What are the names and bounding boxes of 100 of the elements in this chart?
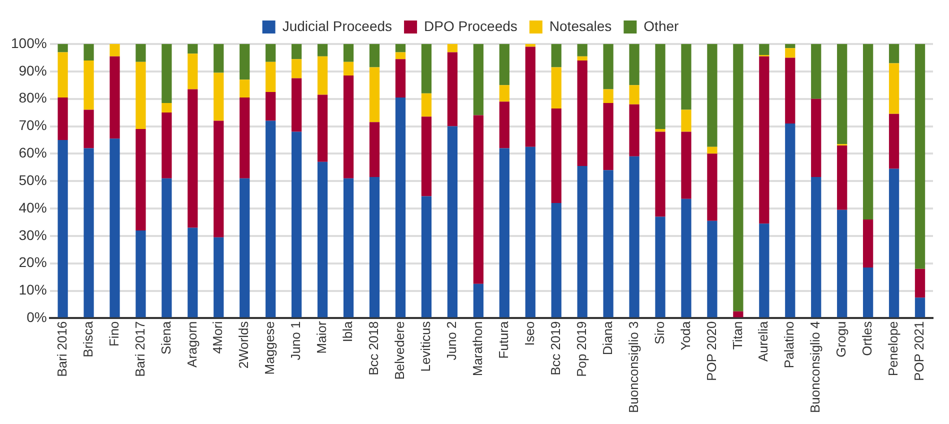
x-tick-label: Yoda <box>678 320 693 350</box>
x-tick-label: Ortles <box>860 320 875 356</box>
x-tick-label: Fino <box>106 321 122 347</box>
bar <box>188 89 198 228</box>
x-tick-label: Iseo <box>522 321 537 346</box>
x-tick-label: Grogu <box>834 321 849 358</box>
bar <box>395 52 406 60</box>
bar <box>888 114 900 169</box>
x-tick-label: 4Mori <box>210 321 226 354</box>
x-tick-label: Siro <box>652 321 667 344</box>
bar <box>292 132 302 318</box>
bar <box>914 298 926 318</box>
bar <box>837 145 848 210</box>
bar <box>473 44 484 116</box>
bar <box>914 268 926 298</box>
bar <box>214 72 224 121</box>
bar <box>707 44 718 147</box>
bar <box>603 170 614 318</box>
bar <box>343 76 354 178</box>
bar <box>421 93 432 117</box>
bar <box>681 132 692 199</box>
bar <box>395 97 406 318</box>
x-tick-label: Maggese <box>262 321 278 375</box>
x-tick-label: Belvedere <box>392 321 408 380</box>
x-tick-label: Brisca <box>80 320 96 358</box>
bar <box>473 284 484 318</box>
bar <box>888 44 900 64</box>
y-tick-label: 0% <box>26 309 47 326</box>
bar <box>421 196 432 318</box>
bar <box>84 60 94 110</box>
bar <box>551 203 562 318</box>
bar <box>551 67 562 108</box>
bar <box>136 230 146 318</box>
legend-label: Notesales <box>549 18 612 34</box>
bar <box>343 62 354 76</box>
bar <box>862 267 874 318</box>
bar <box>655 132 666 217</box>
y-tick-label: 20% <box>18 254 47 270</box>
bar <box>369 122 380 177</box>
bar <box>447 126 458 318</box>
bar <box>655 44 666 130</box>
bar <box>58 97 68 140</box>
bar <box>110 56 120 139</box>
bar <box>240 80 250 98</box>
bar <box>525 44 536 47</box>
bar <box>785 44 796 48</box>
bar <box>317 162 328 318</box>
bar <box>421 44 432 94</box>
bar <box>888 168 900 318</box>
bar <box>733 44 744 312</box>
bar <box>837 210 848 318</box>
bar <box>266 92 276 121</box>
bar <box>733 311 744 318</box>
y-tick-label: 70% <box>18 117 47 134</box>
x-tick-label: Juno 2 <box>444 321 460 360</box>
bar <box>58 140 68 318</box>
bar <box>447 44 458 52</box>
bar <box>292 44 302 60</box>
bar <box>785 48 796 58</box>
bar <box>214 44 224 73</box>
bar <box>162 102 172 113</box>
bar <box>343 178 354 318</box>
y-tick-label: 60% <box>18 144 47 161</box>
y-tick-label: 30% <box>18 226 47 243</box>
bar <box>525 46 536 147</box>
bar <box>162 44 172 103</box>
legend-label: Judicial Proceeds <box>282 18 392 34</box>
bar <box>603 44 614 90</box>
bar <box>369 67 380 122</box>
bar <box>421 116 432 196</box>
bar <box>629 85 640 104</box>
bar <box>84 148 94 318</box>
bar <box>707 220 718 318</box>
bar <box>214 237 224 318</box>
bar <box>240 178 250 318</box>
bar <box>499 148 510 318</box>
bar <box>629 156 640 318</box>
bar <box>84 110 94 148</box>
bar <box>629 104 640 156</box>
bar <box>862 219 874 268</box>
x-tick-label: 2Worlds <box>236 320 252 369</box>
bar <box>110 44 120 56</box>
x-tick-label: Bari 2016 <box>54 321 70 377</box>
y-tick-label: 10% <box>18 282 47 298</box>
bar <box>914 44 926 269</box>
bar <box>785 124 796 318</box>
bar <box>266 120 276 318</box>
x-tick-label: Diana <box>600 320 615 356</box>
bar <box>707 146 718 154</box>
bar <box>317 44 328 56</box>
bar <box>707 154 718 221</box>
bar <box>603 102 614 170</box>
bar <box>240 44 250 80</box>
bar <box>759 224 770 318</box>
x-tick-label: Maior <box>314 320 330 354</box>
bar <box>188 228 198 318</box>
bar <box>577 44 588 56</box>
bar <box>136 129 146 230</box>
bar <box>188 44 198 54</box>
x-tick-label: Leviticus <box>418 320 434 372</box>
